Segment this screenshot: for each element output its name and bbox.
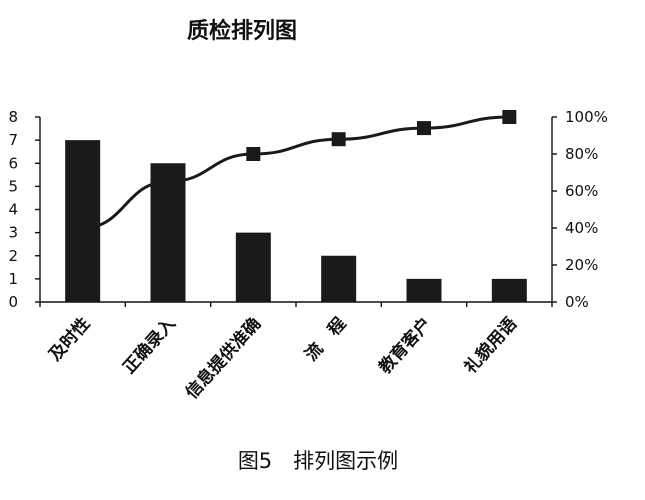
y-right-tick-label: 60% — [565, 182, 598, 200]
y-left-tick-label: 5 — [8, 177, 18, 195]
bar — [406, 278, 442, 302]
category-label: 及时性 — [45, 313, 95, 365]
line-marker — [161, 174, 175, 189]
bar — [321, 255, 357, 302]
category-label: 信息提供准确 — [181, 313, 265, 403]
y-right-tick-label: 40% — [565, 219, 598, 237]
category-label: 教育客户 — [374, 313, 436, 378]
y-left-tick-label: 7 — [8, 131, 18, 149]
y-left-tick-label: 4 — [8, 201, 18, 219]
category-labels: 及时性 正确录入 信息提供准确流 程教育客户 礼貌用语 — [45, 313, 521, 403]
y-left-tick-label: 6 — [8, 154, 18, 172]
y-left-tick-label: 3 — [8, 224, 18, 242]
line-marker — [246, 147, 261, 161]
bars — [65, 140, 527, 302]
line-marker — [331, 132, 346, 147]
chart-title: 质检排列图 — [187, 18, 297, 44]
y-right-tick-label: 100% — [565, 108, 608, 126]
y-right-tick-label: 80% — [565, 145, 598, 163]
cumulative-line — [82, 110, 517, 230]
category-label: 流 程 — [301, 313, 351, 365]
figure-caption: 图5 排列图示例 — [238, 449, 398, 473]
y-left-tick-label: 0 — [8, 293, 18, 311]
bar — [235, 232, 271, 302]
y-right-tick-label: 0% — [565, 293, 589, 311]
y-left-tick-label: 1 — [8, 270, 18, 288]
cumulative-line-path — [82, 115, 510, 230]
bar — [491, 278, 527, 302]
category-label: 礼貌用语 — [460, 313, 521, 378]
bar — [65, 140, 101, 302]
line-marker — [417, 121, 431, 136]
category-label: 正确录入 — [119, 313, 180, 378]
line-marker — [502, 110, 517, 124]
y-left-tick-label: 2 — [8, 247, 18, 265]
y-right-tick-label: 20% — [565, 256, 598, 274]
y-left-tick-label: 8 — [8, 108, 18, 126]
